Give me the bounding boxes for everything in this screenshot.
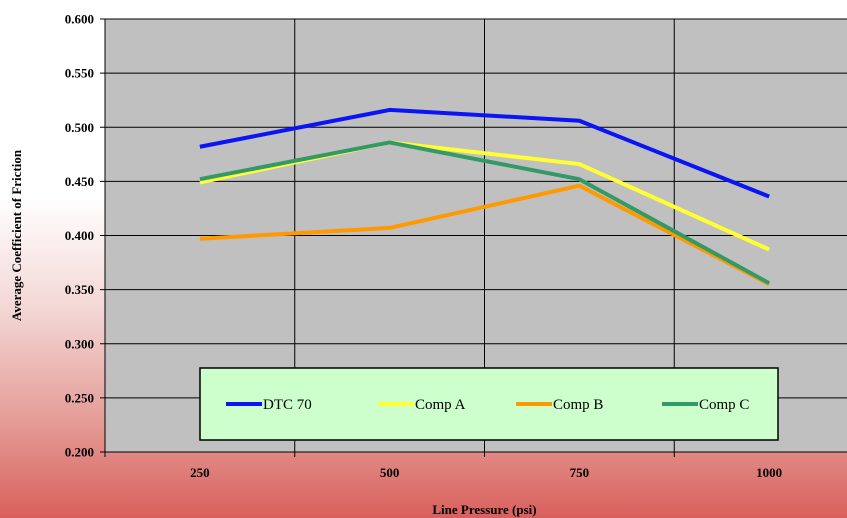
y-tick-label: 0.250 — [65, 390, 94, 405]
legend-label: Comp B — [553, 397, 603, 413]
y-tick-label: 0.200 — [65, 445, 94, 460]
legend-label: Comp A — [415, 397, 466, 413]
x-axis-title: Line Pressure (psi) — [432, 502, 536, 517]
y-tick-label: 0.350 — [65, 282, 94, 297]
x-tick-label: 750 — [570, 465, 590, 480]
x-tick-label: 250 — [190, 465, 210, 480]
x-axis-ticks: 250 500 750 1000 — [104, 452, 782, 480]
x-tick-label: 1000 — [756, 465, 782, 480]
series-line-comp-b — [199, 183, 771, 286]
series-line-comp-c — [199, 140, 771, 285]
legend-label: DTC 70 — [263, 397, 312, 413]
y-tick-label: 0.450 — [65, 174, 94, 189]
y-tick-label: 0.600 — [65, 12, 94, 27]
y-tick-label: 0.300 — [65, 336, 94, 351]
y-tick-label: 0.400 — [65, 228, 94, 243]
series-layer — [199, 107, 771, 286]
y-axis-ticks: 0.200 0.250 0.300 0.350 0.400 0.450 0.500 0.550… — [65, 12, 105, 460]
y-tick-label: 0.550 — [65, 66, 94, 81]
y-tick-label: 0.500 — [65, 120, 94, 135]
series-line-dtc-70 — [199, 107, 770, 199]
y-axis-title: Average Coefficient of Friction — [9, 149, 24, 321]
x-tick-label: 500 — [380, 465, 400, 480]
legend: DTC 70 Comp A Comp B Comp C — [199, 367, 779, 441]
legend-label: Comp C — [699, 397, 749, 413]
